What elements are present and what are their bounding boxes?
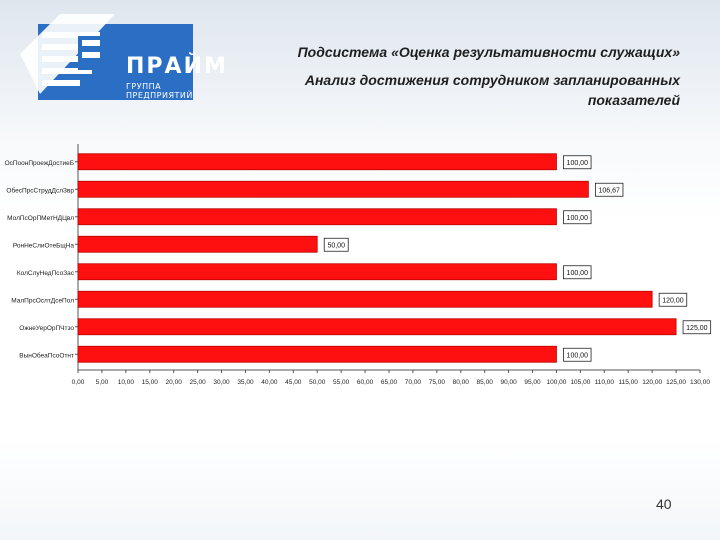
company-logo: ПРАЙМ ГРУППА ПРЕДПРИЯТИЙ: [20, 14, 226, 104]
bar: [77, 180, 589, 198]
category-label: МалПрсОслтДсеПол: [11, 297, 74, 304]
x-tick-label: 55,00: [333, 379, 350, 386]
slide-title: Подсистема «Оценка результативности служ…: [210, 42, 680, 110]
data-label: 120,00: [662, 297, 684, 304]
bar-chart: ОсПоонПроежДостиеБ 100,00 ОбесПрсСтрудДслЗ…: [5, 144, 712, 386]
data-label: 100,00: [567, 270, 589, 277]
x-tick-label: 100,00: [547, 379, 567, 386]
x-tick-label: 30,00: [213, 379, 230, 386]
category-label: РонНеСлиОтеБщНа: [13, 242, 75, 249]
data-label-box: [563, 155, 592, 170]
x-tick-label: 75,00: [429, 379, 446, 386]
data-label: 125,00: [686, 325, 708, 332]
data-label-box: [594, 182, 624, 197]
data-label: 100,00: [567, 352, 589, 359]
x-tick-label: 35,00: [237, 379, 254, 386]
bar: [77, 208, 557, 226]
category-label: ВынОбеаПсоОтнт: [19, 351, 74, 359]
x-tick-label: 110,00: [595, 379, 615, 386]
x-tick-label: 15,00: [142, 379, 159, 386]
x-tick-label: 60,00: [357, 379, 374, 386]
data-label-box: [682, 320, 712, 335]
x-tick-label: 85,00: [477, 379, 494, 386]
x-tick-label: 70,00: [405, 379, 422, 386]
x-tick-label: 125,00: [666, 379, 686, 386]
x-tick-label: 40,00: [261, 379, 278, 386]
title-line-2: Анализ достижения сотрудником запланиров…: [304, 72, 680, 108]
x-tick-label: 50,00: [309, 379, 326, 386]
x-tick-label: 45,00: [285, 379, 302, 386]
data-label: 50,00: [327, 242, 345, 249]
x-tick-label: 90,00: [500, 379, 517, 386]
data-label-box: [323, 237, 349, 252]
category-label: ОсПоонПроежДостиеБ: [5, 160, 74, 167]
x-tick-label: 130,00: [690, 379, 710, 386]
x-tick-label: 0,00: [72, 379, 85, 386]
bar: [77, 290, 653, 308]
x-tick-label: 95,00: [524, 379, 541, 386]
x-tick-label: 120,00: [642, 379, 662, 386]
x-tick-label: 115,00: [619, 379, 639, 386]
x-tick-label: 80,00: [453, 379, 470, 386]
bar: [77, 263, 557, 281]
bar: [77, 318, 677, 336]
data-label-box: [563, 210, 592, 225]
logo-subtitle: ГРУППА ПРЕДПРИЯТИЙ: [126, 82, 193, 100]
data-label-box: [563, 347, 592, 362]
page-number: 40: [656, 496, 672, 512]
bar: [77, 345, 557, 363]
category-label: ОжнеУерОрПЧтзо: [19, 325, 74, 332]
x-tick-label: 5,00: [96, 379, 109, 386]
category-label: ОбесПрсСтрудДслЗвр: [6, 186, 74, 194]
logo-title: ПРАЙМ: [126, 54, 228, 79]
data-label: 106,67: [598, 187, 620, 194]
data-label-box: [658, 292, 688, 307]
x-tick-label: 25,00: [189, 379, 206, 386]
bar: [77, 235, 318, 253]
x-tick-label: 65,00: [381, 379, 398, 386]
bar: [77, 153, 557, 171]
title-line-1: Подсистема «Оценка результативности служ…: [297, 44, 680, 60]
x-tick-label: 10,00: [118, 379, 135, 386]
x-tick-label: 105,00: [570, 379, 590, 386]
x-tick-label: 20,00: [166, 379, 183, 386]
category-label: КолСлуНедПсоЗас: [17, 270, 75, 277]
logo-mark-icon: [20, 14, 193, 100]
data-label: 100,00: [567, 215, 589, 222]
category-label: МолПсОрПМетНДЦвл: [7, 215, 74, 222]
data-label-box: [563, 265, 592, 280]
data-label: 100,00: [567, 160, 589, 167]
